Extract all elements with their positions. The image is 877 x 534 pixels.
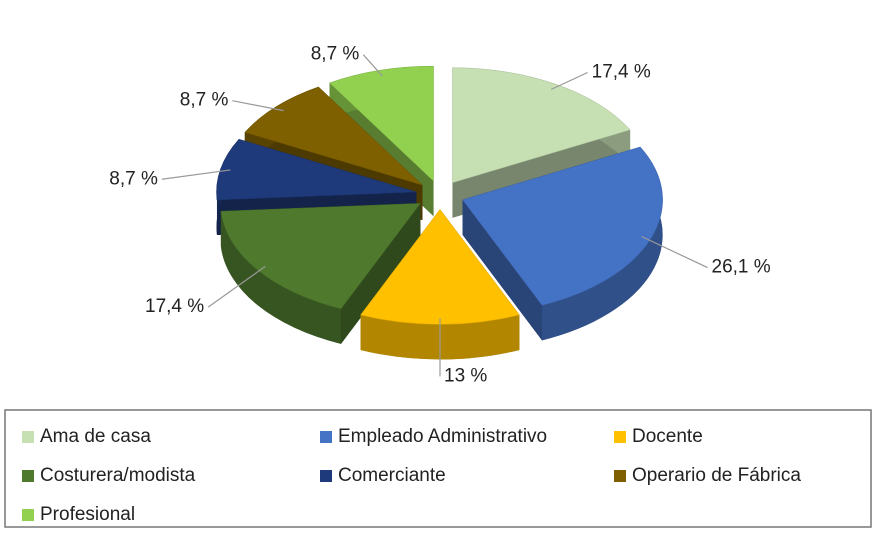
leader-line [161, 169, 231, 180]
slice-top [452, 67, 631, 184]
slice-edge [220, 211, 341, 344]
slice [220, 203, 421, 344]
legend-label: Ama de casa [40, 426, 151, 447]
data-label: 13 % [444, 365, 487, 386]
legend-swatch [614, 431, 626, 443]
legend-swatch [22, 509, 34, 521]
pie [216, 65, 663, 360]
data-label: 8,7 % [180, 90, 229, 111]
slice-side [462, 199, 543, 341]
slice [462, 146, 663, 341]
legend-label: Profesional [40, 504, 135, 525]
legend-swatch [320, 470, 332, 482]
legend-label: Docente [632, 426, 703, 447]
legend-label: Comerciante [338, 465, 446, 486]
legend-label: Empleado Administrativo [338, 426, 547, 447]
leader-line [641, 235, 708, 269]
leader-line [550, 71, 588, 90]
slice-top [462, 146, 663, 306]
legend-swatch [614, 470, 626, 482]
legend-swatch [22, 470, 34, 482]
slice-top [216, 138, 417, 201]
leader-line [362, 54, 383, 77]
leader-line [207, 265, 266, 308]
data-label: 17,4 % [592, 61, 651, 82]
slice-top [220, 203, 421, 310]
legend-box [4, 409, 872, 528]
slice-edge [542, 146, 663, 341]
slice-top [329, 65, 434, 182]
legend-label: Costurera/modista [40, 465, 196, 486]
slice-top [244, 86, 423, 186]
data-label: 8,7 % [311, 44, 360, 65]
legend-swatch [320, 431, 332, 443]
leader-line [232, 100, 284, 112]
legend-label: Operario de Fábrica [632, 465, 801, 486]
data-label: 8,7 % [109, 168, 158, 189]
data-label: 17,4 % [145, 296, 204, 317]
legend-swatch [22, 431, 34, 443]
data-label: 26,1 % [712, 257, 771, 278]
